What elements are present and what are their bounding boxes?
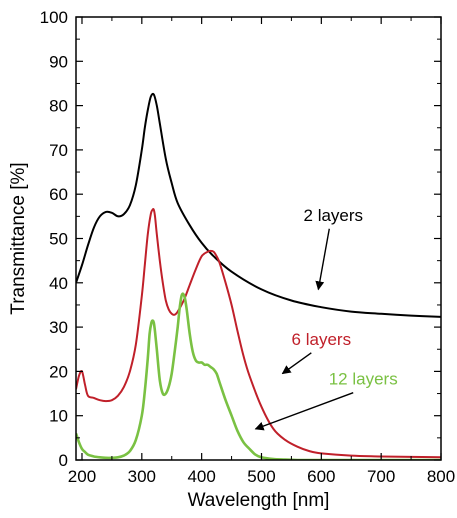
y-axis-title: Transmittance [%] (8, 162, 29, 314)
series-label-2-layers: 2 layers (304, 206, 364, 225)
x-tick-label: 200 (68, 467, 96, 486)
x-tick-label: 600 (307, 467, 335, 486)
x-tick-label: 800 (427, 467, 455, 486)
plot-frame (75, 16, 442, 461)
x-tick-label: 300 (128, 467, 156, 486)
y-tick-label: 60 (49, 185, 68, 204)
y-tick-label: 70 (49, 141, 68, 160)
y-tick-label: 20 (49, 362, 68, 381)
y-tick-label: 90 (49, 52, 68, 71)
series-label-6-layers: 6 layers (292, 330, 352, 349)
y-tick-label: 80 (49, 97, 68, 116)
x-tick-label: 700 (367, 467, 395, 486)
y-tick-label: 0 (59, 451, 68, 470)
x-tick-label: 500 (247, 467, 275, 486)
ticks-layer: 200 300 400 500 600 700 800 0 10 20 30 40 50 60 70 80 90… (40, 8, 456, 486)
y-tick-label: 40 (49, 274, 68, 293)
x-tick-label: 400 (187, 467, 215, 486)
series-line-6-layers (76, 208, 441, 459)
y-tick-label: 100 (40, 8, 68, 27)
series-arrow-2-layers (315, 228, 330, 291)
series-layer (76, 92, 441, 460)
series-line-12-layers (76, 292, 441, 460)
series-line-2-layers (76, 92, 441, 318)
annotation-layer: 2 layers 6 layers 12 layers (254, 206, 398, 431)
y-tick-label: 30 (49, 318, 68, 337)
series-arrow-12-layers (254, 392, 354, 431)
series-label-12-layers: 12 layers (329, 370, 398, 389)
y-tick-label: 50 (49, 230, 68, 249)
x-axis-title: Wavelength [nm] (188, 490, 330, 511)
series-arrow-6-layers (281, 352, 312, 375)
y-tick-label: 10 (49, 407, 68, 426)
